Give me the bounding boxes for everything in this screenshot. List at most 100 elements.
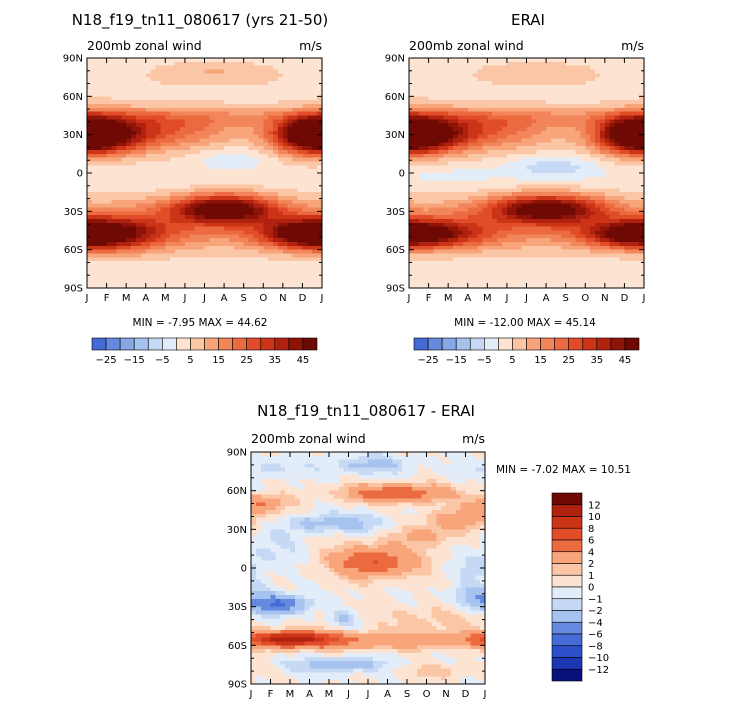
heatmap-cell: [312, 61, 318, 67]
heatmap-cell: [531, 73, 537, 78]
heatmap-cell: [423, 88, 430, 94]
heatmap-cell: [317, 61, 323, 67]
heatmap-cell: [184, 73, 191, 78]
heatmap-cell: [413, 142, 420, 147]
heatmap-cell: [282, 265, 289, 270]
heatmap-cell: [248, 107, 255, 113]
heatmap-cell: [307, 253, 313, 258]
heatmap-cell: [467, 58, 474, 63]
heatmap-cell: [492, 157, 498, 163]
heatmap-cell: [575, 119, 581, 124]
heatmap-cell: [550, 142, 557, 147]
heatmap-cell: [253, 238, 259, 243]
heatmap-cell: [462, 203, 469, 209]
heatmap-cell: [506, 161, 513, 166]
heatmap-cell: [238, 280, 245, 285]
heatmap-cell: [194, 161, 201, 166]
heatmap-cell: [214, 104, 220, 109]
heatmap-cell: [317, 219, 323, 224]
heatmap-cell: [312, 92, 318, 97]
heatmap-cell: [546, 130, 552, 136]
heatmap-cell: [428, 215, 435, 220]
heatmap-cell: [453, 203, 459, 209]
heatmap-cell: [268, 65, 274, 71]
heatmap-cell: [634, 211, 640, 216]
heatmap-cell: [292, 242, 299, 247]
heatmap-cell: [629, 134, 635, 140]
heatmap-cell: [135, 150, 142, 155]
heatmap-cell: [497, 123, 503, 128]
heatmap-cell: [575, 104, 581, 109]
heatmap-cell: [585, 96, 591, 101]
heatmap-cell: [438, 119, 444, 124]
heatmap-cell: [541, 215, 547, 220]
heatmap-cells: [87, 58, 323, 289]
heatmap-cell: [541, 138, 547, 143]
heatmap-cell: [546, 77, 552, 82]
heatmap-cell: [228, 138, 235, 143]
heatmap-cell: [121, 157, 127, 163]
heatmap-cell: [224, 173, 230, 178]
heatmap-cell: [604, 161, 611, 166]
heatmap-cell: [302, 134, 308, 140]
heatmap-cell: [253, 276, 259, 281]
heatmap-cell: [482, 169, 488, 174]
heatmap-cell: [111, 272, 117, 278]
heatmap-cell: [224, 265, 230, 270]
heatmap-cell: [472, 138, 479, 143]
heatmap-cell: [101, 199, 108, 205]
heatmap-cell: [307, 161, 313, 166]
heatmap-cell: [482, 104, 488, 109]
heatmap-cell: [184, 196, 191, 201]
heatmap-cell: [292, 65, 299, 71]
heatmap-cell: [443, 100, 449, 105]
heatmap-cell: [126, 253, 132, 258]
heatmap-cell: [438, 81, 444, 86]
heatmap-cell: [155, 192, 162, 197]
heatmap-cell: [219, 115, 225, 120]
heatmap-cell: [145, 242, 152, 247]
heatmap-cell: [253, 169, 259, 174]
heatmap-cell: [555, 84, 562, 90]
heatmap-cell: [619, 203, 626, 209]
heatmap-cell: [253, 107, 259, 113]
heatmap-cell: [96, 242, 103, 247]
heatmap-cell: [292, 134, 299, 140]
heatmap-cell: [140, 119, 147, 124]
colorbar-label: −25: [96, 355, 117, 366]
heatmap-cell: [145, 234, 152, 239]
heatmap-cell: [253, 253, 259, 258]
heatmap-cell: [189, 107, 196, 113]
heatmap-cell: [546, 111, 552, 117]
heatmap-cell: [175, 77, 181, 82]
heatmap-cell: [482, 157, 488, 163]
heatmap-cell: [536, 107, 542, 113]
heatmap-cell: [448, 96, 454, 101]
heatmap-cell: [101, 196, 108, 201]
heatmap-cell: [238, 130, 245, 136]
heatmap-cell: [273, 280, 279, 285]
heatmap-cell: [292, 88, 299, 94]
heatmap-cell: [639, 169, 645, 174]
heatmap-cell: [604, 100, 611, 105]
heatmap-cell: [282, 253, 289, 258]
heatmap-cell: [423, 104, 430, 109]
heatmap-cell: [160, 96, 166, 101]
heatmap-cell: [413, 123, 420, 128]
heatmap-cell: [175, 157, 181, 163]
heatmap-cell: [634, 77, 640, 82]
heatmap-cell: [248, 84, 255, 90]
heatmap-cell: [248, 127, 255, 132]
heatmap-cell: [160, 184, 166, 189]
heatmap-cell: [170, 119, 176, 124]
heatmap-cell: [428, 173, 435, 178]
heatmap-cell: [409, 142, 415, 147]
heatmap-cell: [433, 123, 439, 128]
heatmap-cell: [199, 104, 206, 109]
heatmap-cell: [209, 69, 215, 74]
heatmap-cell: [175, 73, 181, 78]
heatmap-cell: [248, 100, 255, 105]
heatmap-cell: [297, 107, 304, 113]
heatmap-cell: [248, 199, 255, 205]
heatmap-cell: [273, 161, 279, 166]
